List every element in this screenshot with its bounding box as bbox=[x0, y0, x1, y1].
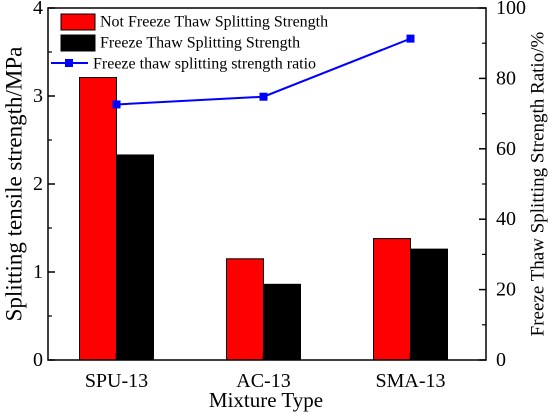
x-tick-label: AC-13 bbox=[236, 370, 290, 392]
bar-not-freeze-thaw-splitting-strength-spu-13 bbox=[79, 77, 117, 361]
legend-item-ratio: Freeze thaw splitting strength ratio bbox=[51, 56, 316, 73]
bar-not-freeze-thaw-splitting-strength-ac-13 bbox=[226, 258, 264, 361]
y-axis-title: Splitting tensile strength/MPa bbox=[2, 47, 27, 322]
legend-label-ratio: Freeze thaw splitting strength ratio bbox=[93, 56, 316, 73]
ratio-point-sma-13 bbox=[406, 34, 415, 43]
legend-item-not-freeze-thaw: Not Freeze Thaw Splitting Strength bbox=[60, 13, 328, 31]
y2-tick-label: 0 bbox=[496, 349, 506, 371]
y2-tick-label: 60 bbox=[496, 138, 516, 160]
legend-marker-square-icon bbox=[65, 59, 73, 67]
plot-frame bbox=[47, 7, 487, 361]
x-axis-title: Mixture Type bbox=[209, 388, 323, 412]
y2-tick-label: 80 bbox=[496, 67, 516, 89]
y2-axis-title: Freeze Thaw Splitting Strength Ratio/% bbox=[528, 32, 549, 337]
legend-label-freeze-thaw: Freeze Thaw Splitting Strength bbox=[100, 35, 300, 52]
y2-tick-label: 40 bbox=[496, 208, 516, 230]
bar-freeze-thaw-splitting-strength-sma-13 bbox=[410, 248, 448, 361]
ratio-series bbox=[112, 34, 415, 109]
y-tick-label: 2 bbox=[33, 173, 43, 195]
y-tick-label: 1 bbox=[33, 261, 43, 283]
y-tick-label: 0 bbox=[33, 349, 43, 371]
ratio-point-ac-13 bbox=[259, 92, 268, 101]
y2-tick-label: 100 bbox=[496, 0, 526, 19]
bar-not-freeze-thaw-splitting-strength-sma-13 bbox=[373, 238, 411, 361]
legend-item-freeze-thaw: Freeze Thaw Splitting Strength bbox=[60, 34, 300, 52]
x-tick-label: SMA-13 bbox=[375, 370, 445, 392]
y-tick-label: 4 bbox=[33, 0, 43, 19]
legend-swatch-freeze-thaw bbox=[60, 34, 96, 52]
ratio-point-spu-13 bbox=[112, 100, 121, 109]
legend: Not Freeze Thaw Splitting Strength Freez… bbox=[51, 13, 328, 73]
bars bbox=[79, 77, 448, 361]
x-tick-label: SPU-13 bbox=[85, 370, 148, 392]
legend-label-not-freeze-thaw: Not Freeze Thaw Splitting Strength bbox=[100, 14, 328, 31]
bar-freeze-thaw-splitting-strength-spu-13 bbox=[116, 154, 154, 361]
y-tick-label: 3 bbox=[33, 85, 43, 107]
legend-swatch-not-freeze-thaw bbox=[60, 13, 96, 31]
bar-freeze-thaw-splitting-strength-ac-13 bbox=[263, 283, 301, 361]
y2-tick-label: 20 bbox=[496, 279, 516, 301]
